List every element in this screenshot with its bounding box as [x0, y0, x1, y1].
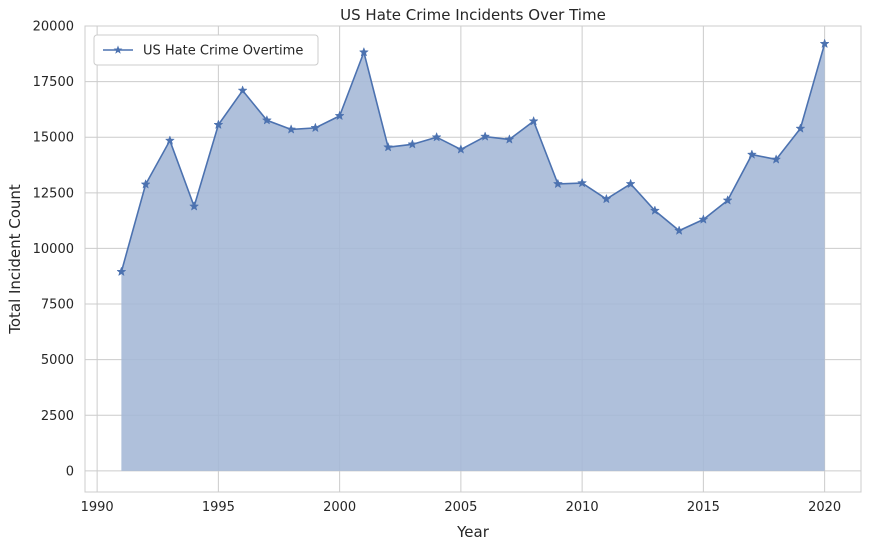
y-tick-label: 17500	[33, 75, 74, 90]
y-tick-label: 2500	[41, 409, 74, 424]
data-point-2000	[334, 110, 345, 121]
legend-box	[93, 34, 319, 66]
data-point-2006	[480, 131, 491, 141]
x-tick-label: 1995	[202, 500, 235, 515]
y-tick-label: 20000	[33, 20, 74, 35]
series-line	[120, 43, 826, 273]
legend-star-marker	[113, 45, 123, 54]
x-tick-label: 2010	[566, 500, 599, 515]
data-point-2002	[383, 141, 394, 152]
x-axis-label: Year	[456, 523, 490, 541]
y-axis-label: Total Incident Count	[6, 184, 24, 335]
data-point-2016	[722, 195, 733, 205]
x-tick-labels: 1990 1995 2000 2005 2010 2015 2020	[81, 500, 842, 515]
data-point-2009	[552, 178, 563, 189]
data-point-2012	[625, 178, 636, 189]
y-tick-label: 15000	[33, 131, 74, 146]
data-point-1996	[237, 85, 248, 95]
x-tick-label: 2000	[323, 500, 356, 515]
data-point-2013	[649, 205, 660, 215]
x-tick-label: 1990	[81, 500, 114, 515]
data-point-1992	[140, 179, 151, 189]
legend: US Hate Crime Overtime	[93, 34, 319, 66]
data-point-1999	[310, 122, 321, 133]
data-point-2014	[674, 225, 685, 235]
data-point-2011	[601, 193, 612, 204]
data-point-2007	[504, 134, 515, 144]
y-tick-label: 12500	[33, 186, 74, 201]
y-tick-label: 0	[66, 464, 74, 479]
data-point-2005	[455, 144, 466, 154]
data-point-2010	[577, 177, 588, 188]
data-point-2003	[407, 139, 418, 149]
data-point-1994	[189, 201, 200, 211]
x-tick-label: 2005	[444, 500, 477, 515]
data-point-1993	[164, 135, 175, 145]
data-point-2008	[528, 115, 539, 126]
data-point-1995	[213, 119, 224, 130]
data-point-2015	[698, 214, 709, 224]
x-tick-label: 2015	[687, 500, 720, 515]
data-point-2018	[771, 154, 782, 164]
data-point-2004	[431, 131, 442, 142]
area-fill	[121, 43, 825, 471]
data-point-2019	[795, 123, 806, 133]
data-point-1998	[286, 124, 297, 134]
y-tick-label: 7500	[41, 298, 74, 313]
y-tick-label: 5000	[41, 353, 74, 368]
data-point-2020	[819, 38, 830, 49]
legend-label: US Hate Crime Overtime	[143, 44, 303, 59]
data-point-1997	[261, 114, 272, 125]
plot-frame	[84, 25, 862, 493]
x-tick-label: 2020	[808, 500, 841, 515]
data-point-2001	[358, 46, 369, 57]
data-point-1991	[116, 266, 127, 277]
y-tick-labels: 0 2500 5000 7500 10000 12500 15000 17500 20000	[33, 20, 74, 480]
data-point-2017	[746, 149, 757, 159]
chart-title: US Hate Crime Incidents Over Time	[340, 6, 606, 24]
y-tick-label: 10000	[33, 242, 74, 257]
series-markers	[116, 38, 830, 277]
area-series	[120, 43, 826, 471]
